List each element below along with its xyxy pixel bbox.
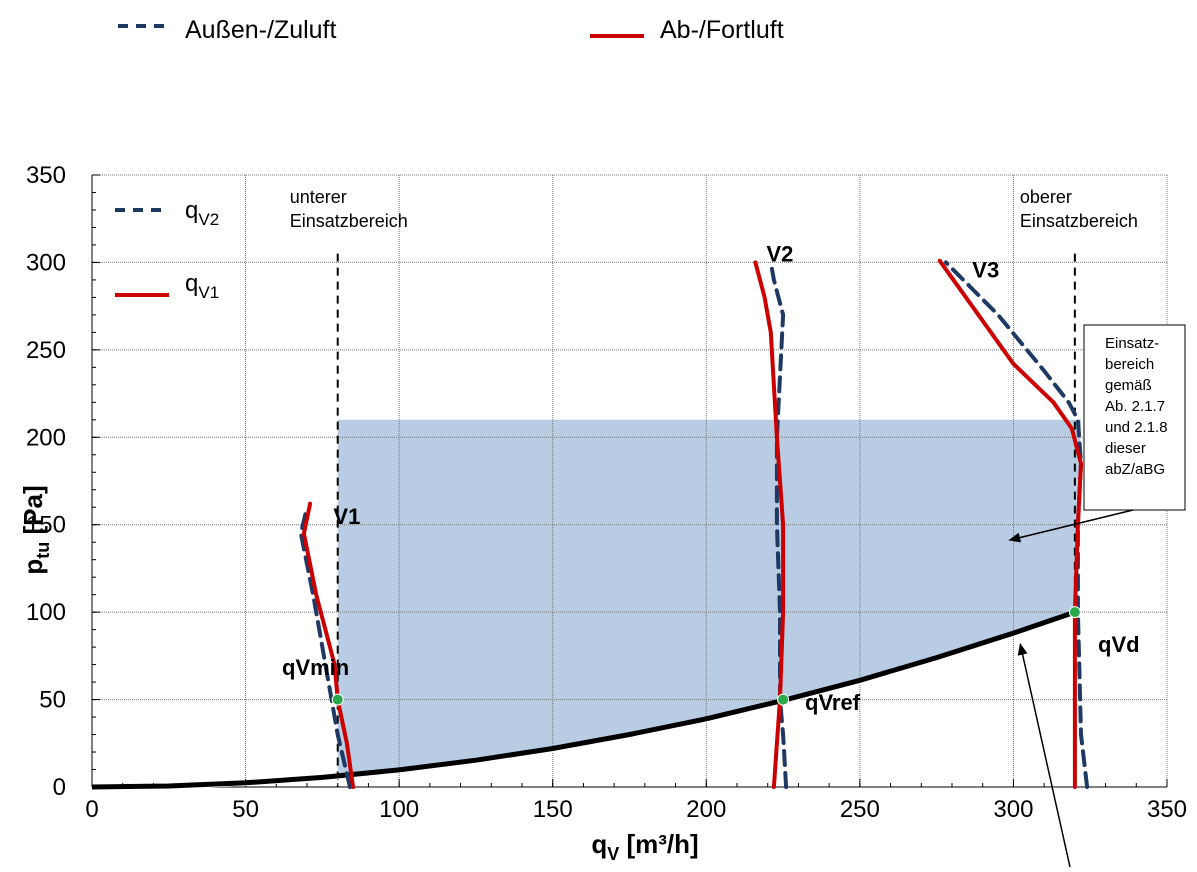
inner-legend-label-v1-sub: V1 [198,283,219,302]
labels-layer: V1 V2 V3 [333,242,999,529]
series-line-V3-fortluft [937,258,1083,789]
series-label-V2: V2 [767,242,794,267]
y-tick-label: 0 [53,774,66,801]
x-tick-label: 350 [1147,796,1187,823]
points-layer: qVmin qVref qVd [282,606,1140,715]
boundary-lines-layer: unterer Einsatzbereich oberer Einsatzbereic… [290,187,1138,787]
y-tick-label: 50 [39,687,66,714]
x-tick-label: 150 [533,796,573,823]
series-line-V3-zuluft [943,260,1090,789]
y-tick-label: 350 [26,162,66,189]
series-layer [298,258,1090,789]
y-tick-label: 150 [26,512,66,539]
annotation-line: Einsatz- [1105,335,1159,352]
x-axis-title-unit: [m³/h] [619,829,698,859]
x-axis-title: qV [m³/h] [591,829,698,864]
operating-region [337,419,1081,776]
x-tick-label: 0 [85,796,98,823]
inner-legend-label-v2-sub: V2 [198,210,219,229]
point-label-qVmin: qVmin [282,655,349,680]
y-axis-title-main: p [18,559,48,575]
grid-layer [91,174,1168,788]
series-line-V1-fortluft [301,501,356,789]
annotation-box [1083,324,1186,511]
x-tick-label: 200 [686,796,726,823]
y-axis-title-unit: [Pa] [18,485,48,541]
series-line-V2-zuluft [768,260,789,789]
y-tick-label: 250 [26,337,66,364]
y-tick-label: 200 [26,424,66,451]
point-qVd [1068,606,1081,619]
y-tick-label: 100 [26,599,66,626]
boundary-label: Einsatzbereich [1020,211,1138,231]
inner-legend-label-v2-main: q [185,197,198,224]
series-line-V2-fortluft [753,260,786,789]
annotation-line: Ab. 2.1.7 [1105,398,1165,415]
inner-legend-label-v2: qV2 [185,197,219,229]
series-label-V3: V3 [972,257,999,282]
x-tick-label: 250 [840,796,880,823]
annotation-line: bereich [1105,356,1154,373]
point-label-qVd: qVd [1098,632,1140,657]
point-label-qVref: qVref [805,690,861,715]
annotation-layer: Einsatz-bereich gemäß Ab. 2.1.7 und 2.1.8 di… [1008,324,1186,868]
boundary-label: oberer [1020,187,1072,207]
point-qVmin [331,693,344,706]
x-axis-title-sub: V [607,844,619,864]
series-line-V1-zuluft [298,505,352,789]
x-tick-label: 50 [232,796,259,823]
y-tick-label: 300 [26,249,66,276]
top-legend-label-fortluft: Ab-/Fortluft [660,16,784,44]
annotation-line: gemäß [1105,377,1152,394]
curve-arrow [1017,642,1071,868]
x-tick-label: 100 [379,796,419,823]
annotation-arrow [1008,509,1134,543]
inner-legend-label-v1-main: q [185,270,198,297]
boundary-label: Einsatzbereich [290,211,408,231]
annotation-line: und 2.1.8 [1105,419,1168,436]
axes-layer: 0 50 100 150 200 250 300 350 0 50 100 150 200 250 300 3… [18,162,1187,864]
point-qVref [777,693,790,706]
x-axis-title-main: q [591,829,607,859]
x-tick-label: 300 [993,796,1033,823]
y-axis-title: ptu [Pa] [18,485,53,574]
system-curve-layer [91,609,1079,790]
inner-legend-label-v1: qV1 [185,270,219,302]
system-curve [91,609,1076,790]
annotation-line: dieser [1105,440,1146,457]
series-label-V1: V1 [333,504,360,529]
top-legend-label-zuluft: Außen-/Zuluft [185,16,337,44]
annotation-line: abZ/aBG [1105,461,1165,478]
operating-region-layer [337,419,1081,776]
y-axis-title-sub: tu [33,542,53,559]
boundary-label: unterer [290,187,347,207]
